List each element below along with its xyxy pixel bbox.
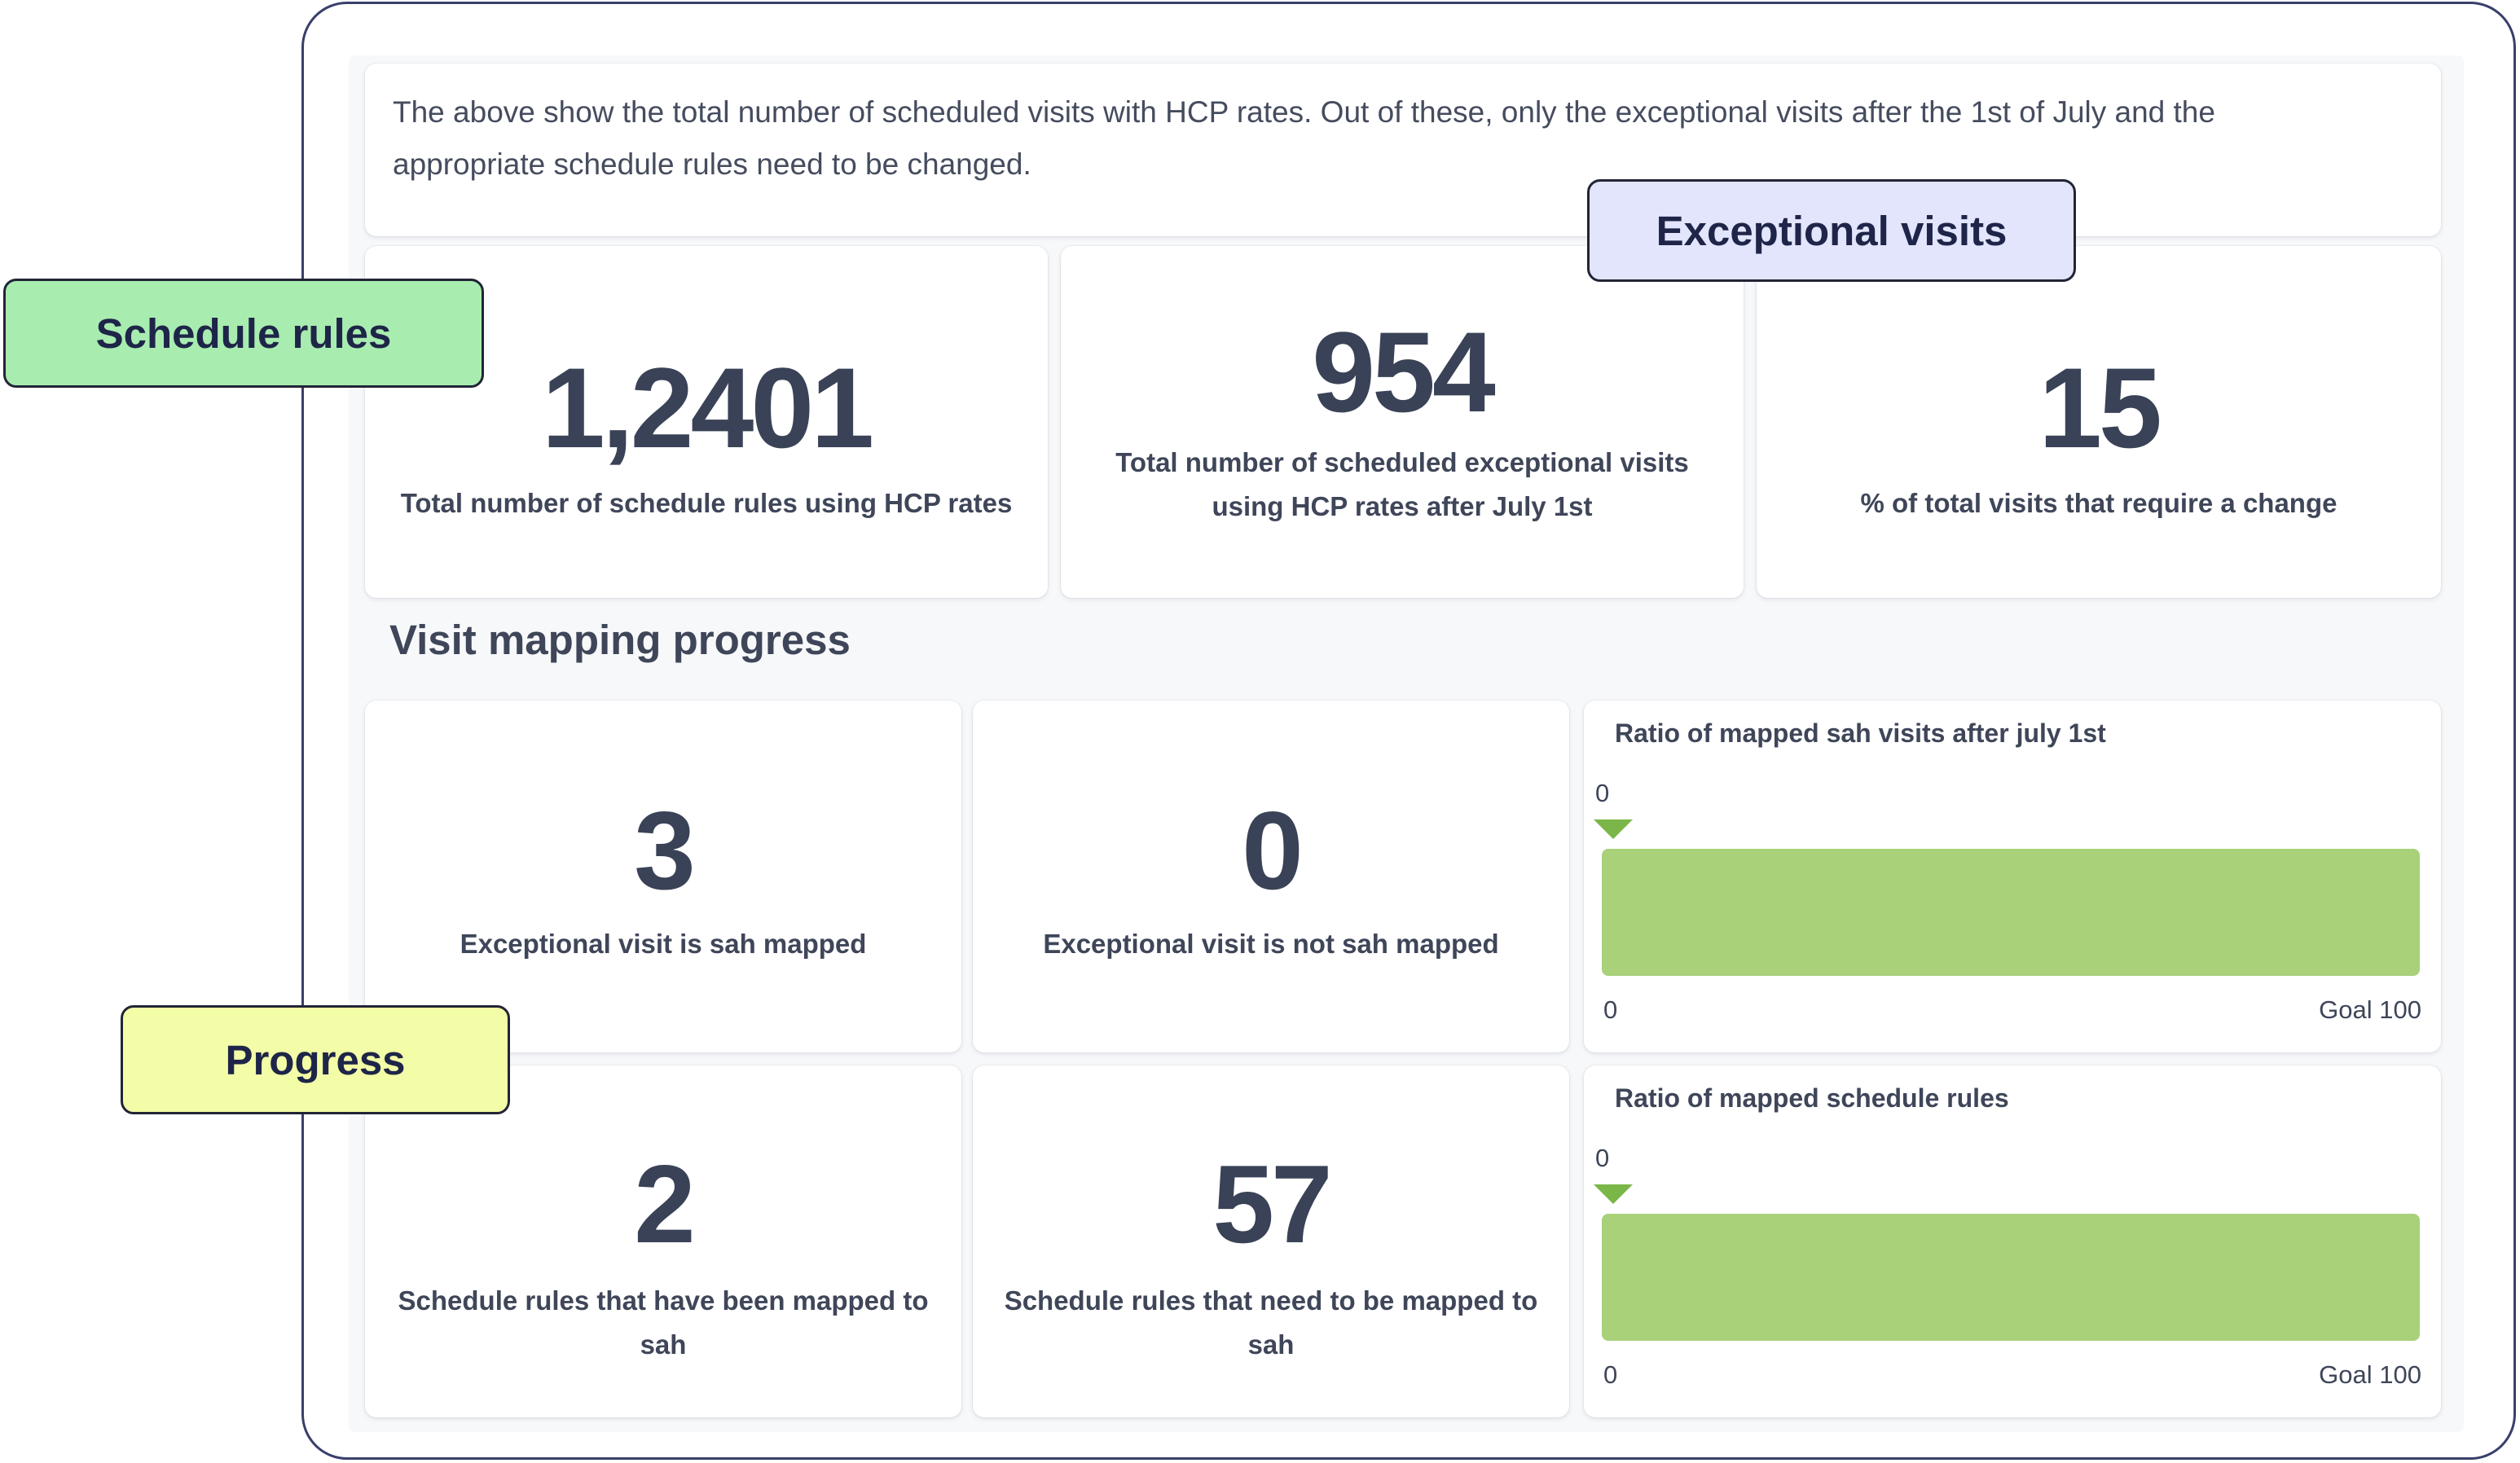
stat-value: 954 xyxy=(1312,308,1496,436)
stat-value: 0 xyxy=(1242,789,1304,912)
stat-value: 57 xyxy=(1212,1142,1332,1266)
gauge-min-label: 0 xyxy=(1603,995,1618,1024)
stat-label: Total number of schedule rules using HCP… xyxy=(400,488,1013,518)
stat-value: 1,2401 xyxy=(541,344,874,472)
gauge-marker-value: 0 xyxy=(1595,1144,1610,1172)
stat-value: 2 xyxy=(634,1142,696,1266)
intro-card: The above show the total number of sched… xyxy=(365,64,2441,236)
gauge-card-schedule-rules: Ratio of mapped schedule rules 0 0 Goal … xyxy=(1584,1065,2441,1417)
stat-value: 15 xyxy=(2038,344,2162,472)
gauge-card-sah-visits: Ratio of mapped sah visits after july 1s… xyxy=(1584,701,2441,1052)
gauge-min-label: 0 xyxy=(1603,1360,1618,1389)
gauge-title: Ratio of mapped schedule rules xyxy=(1615,1083,2009,1113)
gauge-marker-icon xyxy=(1594,819,1633,839)
progress-card-rules-to-map: 57 Schedule rules that need to be mapped… xyxy=(973,1065,1569,1417)
progress-card-rules-mapped: 2 Schedule rules that have been mapped t… xyxy=(365,1065,961,1417)
stat-label: Exceptional visit is sah mapped xyxy=(460,929,867,959)
gauge-bar xyxy=(1602,849,2420,976)
callout-exceptional-visits: Exceptional visits xyxy=(1587,179,2076,282)
stat-label: Schedule rules that have been mapped to … xyxy=(398,1285,929,1360)
stat-label: % of total visits that require a change xyxy=(1860,488,2337,518)
stat-label: Exceptional visit is not sah mapped xyxy=(1043,929,1499,959)
intro-text: The above show the total number of sched… xyxy=(393,95,2215,181)
section-title: Visit mapping progress xyxy=(389,617,851,663)
stat-value: 3 xyxy=(634,789,696,912)
callout-progress: Progress xyxy=(121,1005,510,1114)
gauge-marker-icon xyxy=(1594,1184,1633,1204)
gauge-goal-label: Goal 100 xyxy=(2319,1360,2421,1389)
gauge-goal-label: Goal 100 xyxy=(2319,995,2421,1024)
dashboard: The above show the total number of sched… xyxy=(349,55,2464,1432)
stat-label: Schedule rules that need to be mapped to… xyxy=(1004,1285,1538,1360)
gauge-marker-value: 0 xyxy=(1595,779,1610,807)
progress-card-not-sah-mapped: 0 Exceptional visit is not sah mapped xyxy=(973,701,1569,1052)
stat-card-exceptional-visits: 954 Total number of scheduled exceptiona… xyxy=(1061,246,1744,598)
gauge-bar xyxy=(1602,1214,2420,1341)
gauge-title: Ratio of mapped sah visits after july 1s… xyxy=(1615,718,2106,748)
stat-label: Total number of scheduled exceptional vi… xyxy=(1115,447,1689,521)
progress-card-sah-mapped: 3 Exceptional visit is sah mapped xyxy=(365,701,961,1052)
callout-schedule-rules: Schedule rules xyxy=(3,279,484,388)
stat-card-percent-change: 15 % of total visits that require a chan… xyxy=(1757,246,2441,598)
